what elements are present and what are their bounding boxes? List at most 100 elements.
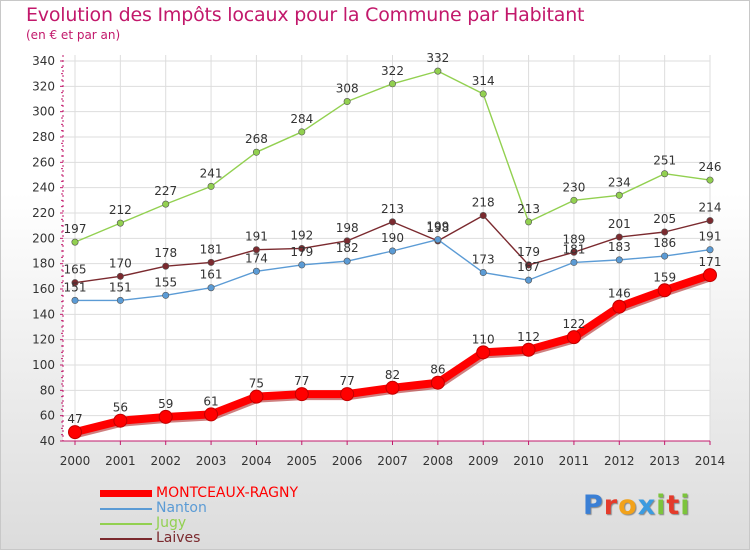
data-label: 75	[249, 377, 264, 391]
data-label: 167	[517, 260, 540, 274]
legend-label: Laives	[156, 530, 201, 546]
x-tick-label: 2000	[60, 454, 91, 468]
data-label: 183	[608, 240, 631, 254]
x-tick-label: 2010	[513, 454, 544, 468]
data-label: 227	[154, 184, 177, 198]
y-tick-label: 200	[32, 231, 55, 245]
legend-swatch	[100, 537, 152, 540]
data-label: 122	[562, 317, 585, 331]
y-tick-label: 260	[32, 155, 55, 169]
data-label: 230	[562, 180, 585, 194]
data-label: 181	[562, 242, 585, 256]
data-label: 56	[113, 401, 128, 415]
data-point	[162, 200, 170, 208]
plot-area	[63, 55, 710, 441]
data-point	[113, 413, 128, 428]
data-label: 178	[154, 246, 177, 260]
brand-letter: i	[656, 490, 667, 521]
data-label: 155	[154, 275, 177, 289]
data-point	[706, 217, 714, 225]
data-label: 159	[653, 270, 676, 284]
data-point	[570, 258, 578, 266]
y-tick-label: 320	[32, 79, 55, 93]
data-point	[207, 258, 215, 266]
data-point	[476, 345, 491, 360]
data-label: 186	[653, 236, 676, 250]
data-point	[343, 237, 351, 245]
data-label: 77	[340, 374, 355, 388]
data-point	[294, 387, 309, 402]
data-label: 218	[472, 196, 495, 210]
brand-letter: i	[680, 490, 691, 521]
y-tick-label: 180	[32, 257, 55, 271]
data-point	[162, 262, 170, 270]
data-label: 314	[472, 74, 495, 88]
y-tick-label: 100	[32, 358, 55, 372]
data-point	[249, 389, 264, 404]
y-tick-label: 80	[40, 383, 55, 397]
data-point	[615, 256, 623, 264]
legend-swatch	[100, 507, 152, 510]
data-point	[479, 90, 487, 98]
y-tick-label: 280	[32, 130, 55, 144]
data-label: 189	[562, 232, 585, 246]
data-point	[298, 261, 306, 269]
data-point	[525, 276, 533, 284]
data-label: 86	[430, 363, 445, 377]
y-tick-label: 40	[40, 434, 55, 448]
legend-label: Jugy	[156, 515, 187, 531]
data-label: 61	[203, 394, 218, 408]
data-point	[207, 182, 215, 190]
data-label: 171	[699, 255, 722, 269]
data-label: 241	[200, 166, 223, 180]
brand-letter: x	[637, 490, 657, 521]
data-point	[706, 176, 714, 184]
data-point	[612, 299, 627, 314]
data-label: 77	[294, 374, 309, 388]
x-tick-label: 2014	[695, 454, 726, 468]
data-point	[521, 342, 536, 357]
y-tick-label: 300	[32, 105, 55, 119]
brand-letter: o	[618, 490, 638, 521]
data-label: 212	[109, 203, 132, 217]
data-point	[388, 80, 396, 88]
data-point	[158, 409, 173, 424]
legend-swatch	[100, 490, 152, 497]
data-label: 112	[517, 330, 540, 344]
y-tick-label: 140	[32, 307, 55, 321]
data-point	[525, 261, 533, 269]
data-point	[570, 248, 578, 256]
data-point	[252, 148, 260, 156]
data-label: 214	[699, 201, 722, 215]
data-label: 151	[109, 280, 132, 294]
x-tick-label: 2011	[559, 454, 590, 468]
data-point	[116, 219, 124, 227]
data-label: 251	[653, 154, 676, 168]
data-label: 246	[699, 160, 722, 174]
data-label: 308	[336, 82, 359, 96]
data-point	[661, 170, 669, 178]
data-point	[340, 387, 355, 402]
y-tick-label: 120	[32, 333, 55, 347]
data-point	[71, 279, 79, 287]
data-point	[615, 191, 623, 199]
data-label: 322	[381, 64, 404, 78]
x-tick-label: 2009	[468, 454, 499, 468]
x-tick-label: 2002	[150, 454, 181, 468]
data-point	[71, 296, 79, 304]
x-tick-label: 2005	[287, 454, 318, 468]
data-point	[71, 238, 79, 246]
legend-item: Nanton	[100, 501, 298, 516]
data-point	[298, 128, 306, 136]
data-point	[116, 272, 124, 280]
data-point	[525, 218, 533, 226]
data-label: 165	[64, 263, 87, 277]
data-label: 59	[158, 397, 173, 411]
data-point	[479, 269, 487, 277]
y-tick-label: 60	[40, 409, 55, 423]
data-label: 191	[699, 230, 722, 244]
data-point	[615, 233, 623, 241]
data-label: 170	[109, 256, 132, 270]
data-label: 199	[426, 220, 449, 234]
data-label: 234	[608, 175, 631, 189]
